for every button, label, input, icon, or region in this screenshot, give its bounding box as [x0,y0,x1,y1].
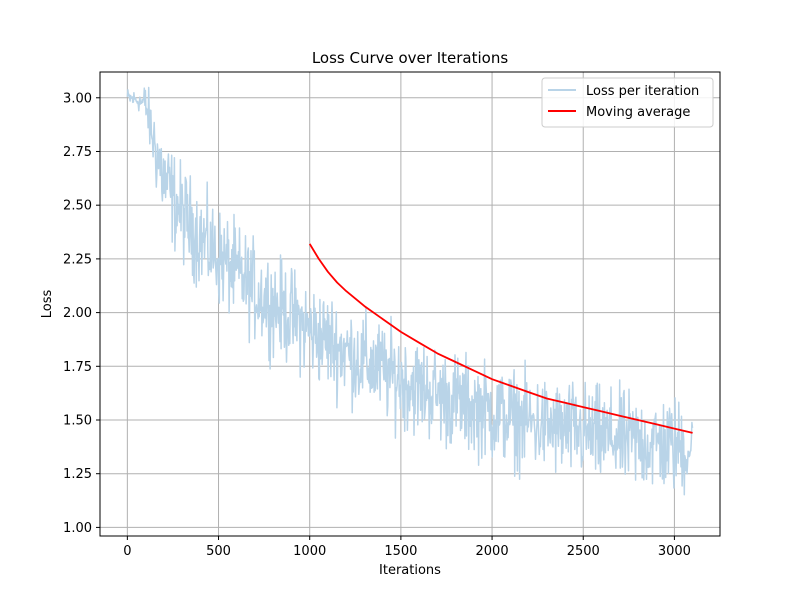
y-tick-label: 1.00 [63,521,92,536]
x-tick-label: 0 [123,544,131,559]
x-tick-label: 1000 [293,544,326,559]
y-tick-label: 3.00 [63,91,92,106]
plot-frame [99,71,721,537]
x-tick-label: 500 [206,544,231,559]
x-axis-ticks: 0 500 1000 1500 2000 2500 3000 [123,536,691,559]
series-line-loss-per-iteration [126,86,694,496]
legend: Loss per iteration Moving average [541,77,714,128]
y-axis-ticks: 1.00 1.25 1.50 1.75 2.00 2.25 2.50 2.75 3.00 [63,91,100,536]
plot-series [126,86,694,496]
y-tick-label: 2.00 [63,306,92,321]
x-tick-label: 1500 [384,544,417,559]
chart-title: Loss Curve over Iterations [312,49,509,67]
y-tick-label: 2.25 [63,252,92,267]
legend-box [541,77,714,128]
legend-label-moving-average: Moving average [586,105,690,120]
x-axis-label: Iterations [379,563,441,578]
y-tick-label: 2.75 [63,145,92,160]
grid-lines [100,72,720,536]
series-line-moving-average [308,243,693,434]
x-tick-label: 3000 [658,544,691,559]
x-tick-label: 2000 [476,544,509,559]
x-tick-label: 2500 [567,544,600,559]
y-tick-label: 1.75 [63,360,92,375]
y-tick-label: 1.25 [63,467,92,482]
legend-label-loss: Loss per iteration [586,84,699,99]
y-axis-label: Loss [40,290,55,319]
y-tick-label: 1.50 [63,414,92,429]
y-tick-label: 2.50 [63,199,92,214]
